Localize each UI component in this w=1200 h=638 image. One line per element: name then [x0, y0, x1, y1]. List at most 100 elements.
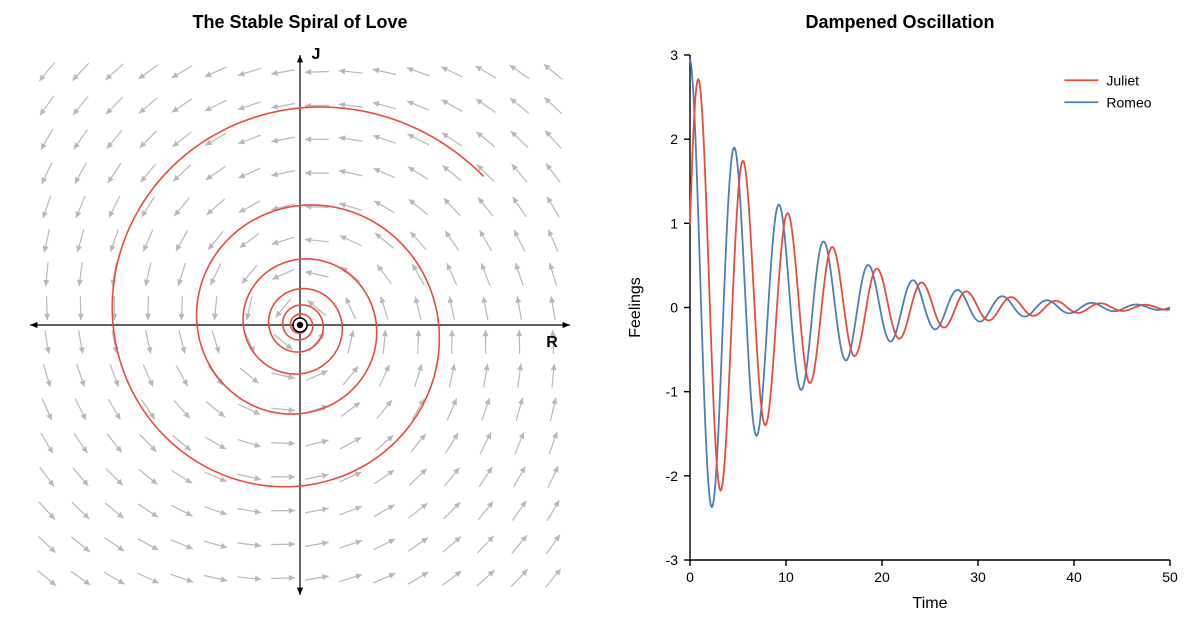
vector-arrowhead: [220, 543, 227, 549]
axis-arrowhead: [30, 322, 37, 328]
left-title: The Stable Spiral of Love: [192, 12, 407, 32]
vector-arrowhead: [455, 571, 462, 577]
vector-arrowhead: [186, 577, 193, 583]
vector-arrowhead: [81, 446, 87, 453]
vector-arrowhead: [408, 167, 415, 173]
line-axes: 01020304050-3-2-10123: [666, 47, 1178, 585]
vector-arrowhead: [478, 197, 484, 204]
x-tick-label: 30: [970, 569, 986, 585]
vector-arrowhead: [515, 263, 521, 270]
vector-arrowhead: [110, 245, 116, 252]
vector-arrowhead: [339, 202, 346, 208]
vector-arrowhead: [355, 540, 362, 546]
vector-arrowhead: [305, 69, 311, 75]
panel-phase-portrait: The Stable Spiral of LoveRJ: [0, 0, 600, 638]
vector-arrowhead: [322, 540, 329, 546]
vector-arrowhead: [289, 474, 295, 480]
vector-arrowhead: [289, 440, 295, 446]
vector-arrowhead: [322, 439, 329, 445]
vector-arrowhead: [289, 575, 295, 581]
y-tick-label: -3: [666, 552, 679, 568]
vector-arrowhead: [373, 101, 380, 107]
phase-portrait-svg: The Stable Spiral of LoveRJ: [0, 0, 600, 638]
vector-arrowhead: [305, 170, 311, 176]
vector-arrowhead: [484, 364, 490, 371]
vector-arrowhead: [339, 169, 346, 175]
vector-arrowhead: [74, 142, 80, 149]
vector-arrowhead: [373, 68, 380, 74]
vector-arrowhead: [254, 475, 261, 481]
vector-arrowhead: [40, 109, 46, 116]
vector-arrowhead: [322, 507, 329, 513]
vector-arrowhead: [271, 70, 278, 76]
vector-arrowhead: [442, 133, 449, 139]
vector-arrowhead: [450, 364, 456, 371]
x-tick-label: 0: [686, 569, 694, 585]
vector-arrowhead: [245, 313, 251, 320]
vector-arrowhead: [179, 314, 185, 320]
vector-arrowhead: [515, 296, 521, 303]
vector-arrowhead: [116, 446, 122, 453]
vector-arrowhead: [517, 364, 523, 371]
legend-label-romeo: Romeo: [1106, 94, 1151, 110]
vector-arrowhead: [549, 296, 555, 303]
axis-arrowhead: [297, 55, 303, 62]
vector-arrowhead: [322, 574, 329, 580]
vector-arrowhead: [78, 314, 84, 320]
vector-arrowhead: [510, 65, 517, 71]
vector-arrowhead: [448, 296, 454, 303]
vector-arrowhead: [289, 508, 295, 514]
vector-arrowhead: [271, 137, 278, 143]
legend: Juliet Romeo: [1064, 72, 1151, 110]
vector-arrowhead: [146, 347, 152, 354]
x-tick-label: 10: [778, 569, 794, 585]
fixed-point-dot: [297, 322, 303, 328]
vector-arrowhead: [339, 102, 346, 108]
vector-arrowhead: [77, 280, 83, 287]
vector-arrowhead: [180, 347, 186, 354]
vector-arrowhead: [48, 480, 54, 487]
series-romeo: [690, 59, 1170, 507]
vector-arrowhead: [139, 73, 146, 79]
x-tick-label: 20: [874, 569, 890, 585]
vector-arrowhead: [172, 106, 179, 112]
vector-arrowhead: [417, 364, 423, 371]
vector-arrowhead: [206, 174, 213, 180]
axis-label-J: J: [312, 46, 321, 63]
vector-arrowhead: [552, 432, 558, 439]
vector-arrowhead: [452, 433, 458, 440]
vector-arrowhead: [377, 265, 383, 272]
legend-label-juliet: Juliet: [1106, 72, 1139, 88]
y-tick-label: 0: [670, 300, 678, 316]
vector-arrowhead: [407, 67, 414, 73]
vector-arrowhead: [449, 330, 455, 336]
vector-arrowhead: [144, 279, 150, 286]
series-juliet: [690, 79, 1170, 490]
vector-arrowhead: [518, 398, 524, 405]
x-tick-label: 50: [1162, 569, 1178, 585]
vector-arrowhead: [353, 402, 360, 408]
vector-arrowhead: [482, 296, 488, 303]
y-tick-label: 3: [670, 47, 678, 63]
y-tick-label: 2: [670, 131, 678, 147]
vector-arrowhead: [254, 509, 261, 515]
vector-arrowhead: [84, 579, 91, 585]
vector-arrowhead: [145, 314, 151, 320]
x-tick-label: 40: [1066, 569, 1082, 585]
vector-arrowhead: [421, 538, 428, 544]
vector-arrowhead: [322, 473, 329, 479]
vector-arrowhead: [421, 503, 428, 509]
vector-arrowhead: [305, 136, 311, 142]
vector-arrowhead: [513, 197, 519, 204]
vector-arrowhead: [271, 104, 278, 110]
vector-arrowhead: [305, 270, 312, 276]
vector-arrowhead: [238, 105, 245, 111]
vector-arrowhead: [172, 141, 179, 147]
y-tick-label: -1: [666, 384, 679, 400]
spiral-trajectory: [112, 107, 483, 487]
vector-arrowhead: [76, 245, 82, 252]
vector-arrowhead: [220, 510, 227, 516]
y-axis-label: Feelings: [627, 277, 644, 337]
vector-arrowhead: [185, 477, 192, 483]
vector-arrowhead: [254, 442, 261, 448]
